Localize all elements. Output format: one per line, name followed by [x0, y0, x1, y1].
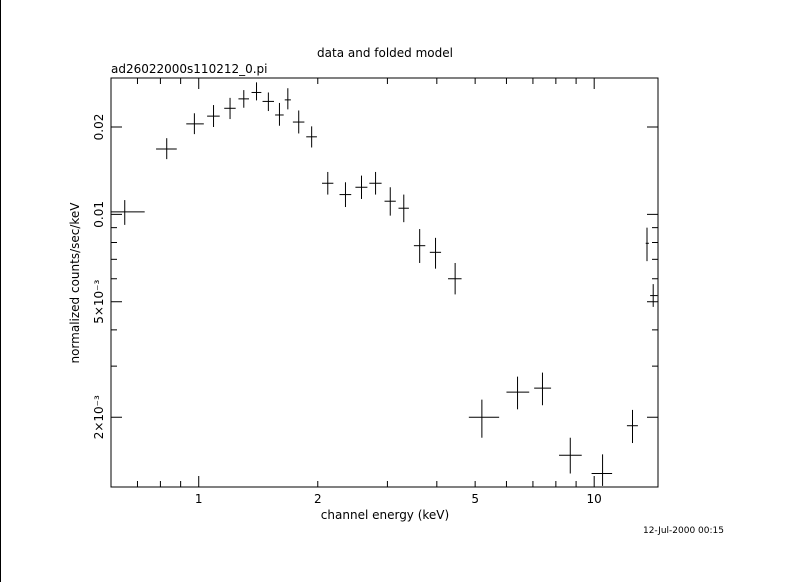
axis-ticks: [110, 78, 658, 487]
data-point: [262, 92, 274, 112]
data-point: [238, 90, 249, 108]
data-point: [111, 200, 145, 225]
tick-labels: 1 2 5 10 2×10⁻³ 5×10⁻³ 0.01 0.02: [92, 114, 602, 506]
data-point: [468, 399, 500, 438]
data-points: [111, 82, 658, 486]
data-point: [251, 82, 262, 101]
data-point: [292, 110, 305, 134]
data-point: [224, 97, 236, 120]
data-point: [186, 113, 204, 135]
data-point: [322, 171, 334, 195]
data-point: [355, 175, 368, 199]
plot-frame: [110, 77, 659, 488]
chart-subtitle: ad26022000s110212_0.pi: [111, 62, 268, 76]
x-tick-label: 10: [587, 492, 602, 506]
timestamp: 12-Jul-2000 00:15: [643, 526, 724, 536]
data-point: [506, 376, 530, 410]
data-point: [306, 126, 317, 148]
data-point: [284, 88, 291, 110]
data-point: [384, 187, 396, 216]
data-point: [398, 194, 409, 223]
y-tick-label: 5×10⁻³: [92, 280, 106, 324]
data-point: [207, 105, 220, 127]
y-axis-label: normalized counts/sec/keV: [68, 202, 82, 364]
data-point: [429, 237, 442, 269]
y-tick-label: 0.02: [92, 114, 106, 141]
x-tick-label: 5: [471, 492, 479, 506]
chart-title: data and folded model: [317, 46, 453, 60]
data-point: [156, 138, 177, 160]
y-tick-label: 0.01: [92, 201, 106, 228]
data-point: [339, 182, 352, 208]
data-point: [275, 102, 284, 126]
data-point: [650, 284, 658, 307]
x-axis-label: channel energy (keV): [321, 508, 449, 522]
data-point: [591, 454, 613, 486]
data-point: [626, 409, 638, 444]
x-tick-label: 2: [314, 492, 322, 506]
data-point: [645, 227, 649, 262]
window-left-border: [0, 0, 1, 582]
x-tick-label: 1: [195, 492, 203, 506]
y-tick-label: 2×10⁻³: [92, 395, 106, 439]
data-point: [413, 229, 426, 263]
data-point: [534, 372, 552, 406]
data-point: [369, 171, 382, 195]
data-point: [448, 262, 462, 295]
data-point: [559, 437, 582, 474]
